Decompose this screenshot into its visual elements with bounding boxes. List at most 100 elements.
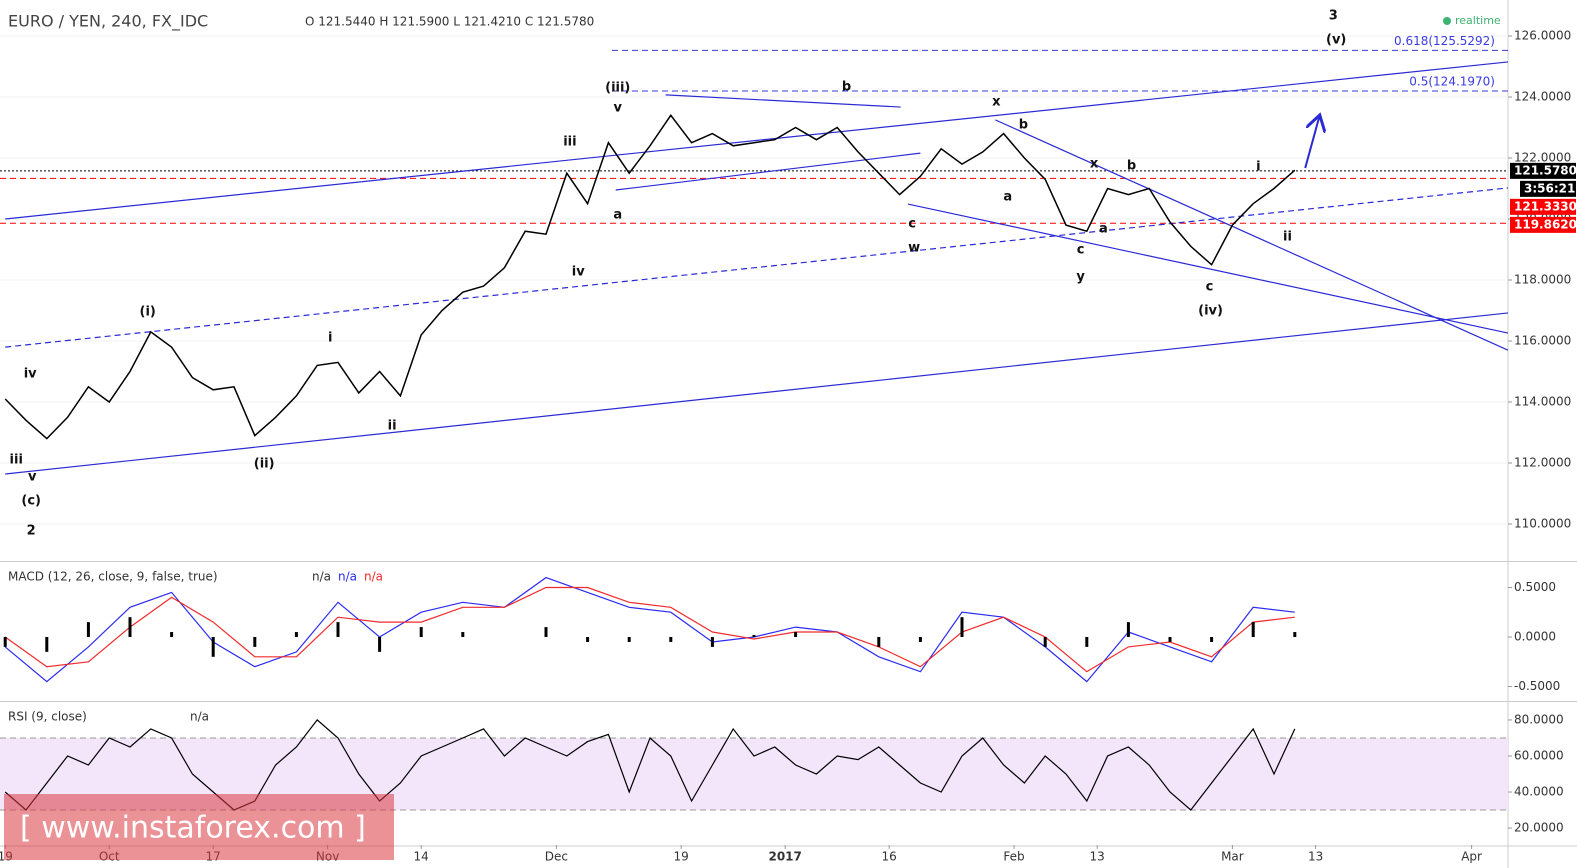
wave-label: b (1127, 158, 1136, 173)
y-tick-label: 114.0000 (1514, 395, 1571, 409)
histogram-bar (1251, 622, 1255, 637)
y-tick-label: 20.0000 (1514, 821, 1564, 835)
histogram-bar (419, 627, 423, 637)
ohlc-values: O 121.5440 H 121.5900 L 121.4210 C 121.5… (305, 15, 594, 29)
y-tick-label: 40.0000 (1514, 785, 1564, 799)
wave-label: ii (1283, 229, 1292, 244)
histogram-bar (86, 622, 90, 637)
histogram-bar (1126, 622, 1130, 637)
histogram-bar (1085, 636, 1089, 647)
countdown-bg (1520, 180, 1576, 197)
fib-label: 0.618(125.5292) (1394, 34, 1495, 48)
x-tick-label: 16 (882, 850, 897, 864)
wave-label: a (1099, 222, 1108, 237)
wave-label: c (908, 216, 916, 231)
trend-line (5, 187, 1509, 348)
indicator-value: n/a (338, 570, 357, 584)
price-label-bg (1510, 162, 1576, 179)
wave-label: x (1090, 157, 1099, 172)
wave-label: iv (24, 366, 37, 381)
y-tick-label: 118.0000 (1514, 273, 1571, 287)
price-label: 121.3330 (1514, 199, 1577, 213)
x-tick-label: 14 (414, 850, 429, 864)
y-tick-label: -0.5000 (1514, 679, 1560, 693)
wave-label: (c) (21, 494, 41, 509)
histogram-bar (586, 636, 590, 642)
series-line (4, 576, 1295, 683)
histogram-bar (294, 632, 298, 637)
x-tick-label: 13 (1308, 850, 1323, 864)
x-tick-label: Dec (545, 850, 568, 864)
y-tick-label: 80.0000 (1514, 712, 1564, 726)
histogram-bar (710, 636, 714, 647)
watermark-bg (4, 794, 394, 860)
histogram-bar (918, 636, 922, 642)
indicator-value: n/a (312, 570, 331, 584)
wave-label: (iv) (1198, 304, 1223, 319)
histogram-bar (1168, 636, 1172, 642)
status-label: realtime (1455, 14, 1501, 27)
y-tick-label: 126.0000 (1514, 28, 1571, 42)
y-tick-label: 110.0000 (1514, 517, 1571, 531)
wave-label: v (614, 100, 623, 115)
wave-label: 3 (1329, 8, 1338, 23)
histogram-bar (211, 636, 215, 657)
histogram-bar (336, 622, 340, 637)
histogram-bar (378, 636, 382, 652)
wave-label: i (1256, 160, 1260, 175)
price-label-bg (1510, 198, 1576, 215)
wave-label: (ii) (254, 456, 275, 471)
chart-title: EURO / YEN, 240, FX_IDC (8, 12, 208, 32)
countdown: 3:56:21 (1524, 181, 1575, 195)
wave-label: c (1077, 243, 1085, 258)
histogram-bar (794, 632, 798, 637)
arrow (1304, 115, 1320, 169)
x-tick-label: 19 (674, 850, 689, 864)
trend-line (907, 203, 1509, 334)
trend-line (995, 119, 1509, 351)
trend-line (5, 61, 1509, 220)
trend-line (615, 152, 921, 191)
trend-line (5, 312, 1509, 475)
wave-label: ii (388, 419, 397, 434)
histogram-bar (669, 636, 673, 642)
series-line (4, 114, 1296, 440)
indicator-title: MACD (12, 26, close, 9, false, true) (8, 570, 218, 584)
histogram-bar (253, 636, 257, 647)
wave-label: v (28, 470, 37, 485)
indicator-value: n/a (190, 710, 209, 724)
wave-label: a (1003, 190, 1012, 205)
x-tick-label: 2017 (768, 850, 801, 864)
price-label-bg (1510, 216, 1576, 233)
x-tick-label: 13 (1090, 850, 1105, 864)
wave-label: iii (563, 135, 576, 150)
wave-label: y (1076, 269, 1085, 284)
wave-label: (i) (140, 305, 156, 320)
histogram-bar (461, 632, 465, 637)
histogram-bar (627, 636, 631, 642)
wave-label: b (842, 79, 851, 94)
histogram-bar (1210, 636, 1214, 642)
indicator-title: RSI (9, close) (8, 710, 87, 724)
wave-label: a (613, 208, 622, 223)
fib-label: 0.5(124.1970) (1409, 74, 1495, 88)
wave-label: c (1206, 280, 1214, 295)
y-tick-label: 0.5000 (1514, 580, 1556, 594)
histogram-bar (752, 635, 756, 637)
histogram-bar (128, 617, 132, 637)
status-dot (1443, 17, 1451, 25)
histogram-bar (3, 636, 7, 647)
watermark: [ www.instaforex.com ] (20, 811, 366, 846)
series-line (4, 586, 1295, 673)
histogram-bar (170, 632, 174, 637)
x-tick-label: Mar (1221, 850, 1244, 864)
y-tick-label: 124.0000 (1514, 89, 1571, 103)
wave-label: 2 (27, 524, 36, 539)
y-tick-label: 60.0000 (1514, 748, 1564, 762)
histogram-bar (877, 636, 881, 647)
x-tick-label: Apr (1461, 850, 1482, 864)
x-tick-label: Feb (1003, 850, 1024, 864)
wave-label: (v) (1326, 32, 1346, 47)
